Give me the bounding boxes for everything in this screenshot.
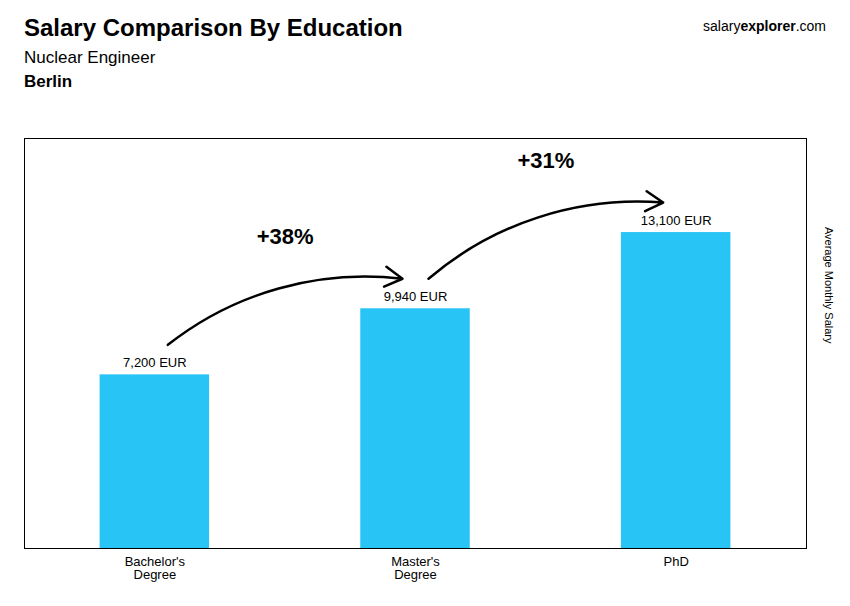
svg-text:Average Monthly Salary: Average Monthly Salary: [823, 227, 835, 344]
svg-text:+38%: +38%: [257, 224, 314, 249]
html-text:Salary Comparison By Education: Salary Comparison By Education: [24, 14, 403, 41]
svg-text:PhD: PhD: [664, 554, 689, 569]
html-text:salary explorer.com: salary explorer.com: [703, 18, 826, 34]
svg-text:Master'sDegree: Master'sDegree: [391, 554, 440, 582]
svg-text:13,100 EUR: 13,100 EUR: [641, 213, 712, 228]
html-text:Berlin: Berlin: [24, 72, 73, 91]
svg-text:7,200 EUR: 7,200 EUR: [123, 355, 187, 370]
html-text:Nuclear Engineer: Nuclear Engineer: [24, 48, 156, 67]
svg-text:+31%: +31%: [517, 148, 574, 173]
svg-text:Bachelor'sDegree: Bachelor'sDegree: [125, 554, 186, 582]
svg-text:9,940 EUR: 9,940 EUR: [384, 289, 448, 304]
